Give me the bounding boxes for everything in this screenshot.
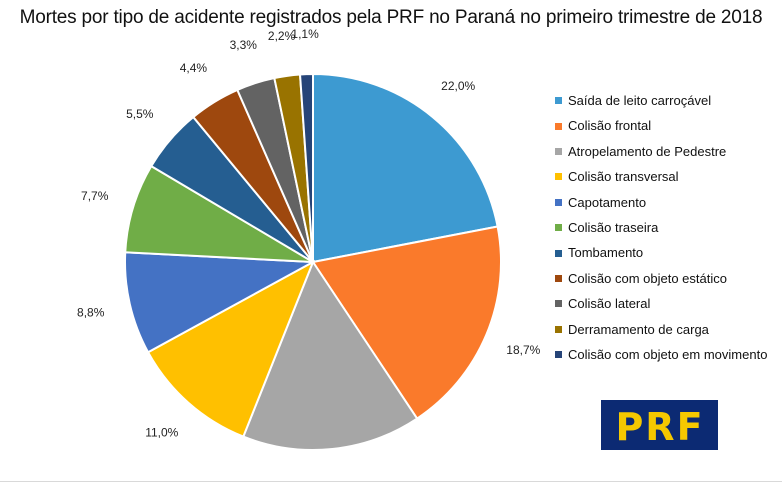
- legend-item-tombamento: Tombamento: [555, 240, 780, 265]
- legend-item-colisao-traseira: Colisão traseira: [555, 215, 780, 240]
- legend-swatch: [555, 173, 562, 181]
- legend-label: Colisão com objeto estático: [568, 270, 727, 286]
- data-label-colisao-com-objeto-em-movimento: 1,1%: [291, 27, 319, 41]
- legend-item-colisao-com-objeto-estatico: Colisão com objeto estático: [555, 266, 780, 291]
- legend-swatch: [555, 147, 562, 155]
- legend: Saída de leito carroçável Colisão frontal…: [555, 88, 780, 367]
- bottom-divider: [0, 481, 782, 482]
- data-label-saida-de-leito-carrocavel: 22,0%: [441, 79, 475, 93]
- pie-slice-colisao-transversal: [146, 259, 315, 438]
- legend-item-atropelamento-de-pedestre: Atropelamento de Pedestre: [555, 139, 780, 164]
- data-label-colisao-traseira: 7,7%: [81, 189, 109, 203]
- legend-label: Saída de leito carroçável: [568, 93, 712, 108]
- legend-item-colisao-transversal: Colisão transversal: [555, 164, 780, 189]
- prf-logo-text: PRF: [615, 405, 704, 447]
- legend-swatch: [555, 122, 562, 130]
- legend-label: Colisão frontal: [568, 118, 652, 134]
- legend-item-colisao-com-objeto-em-movimento: Colisão com objeto em movimento: [555, 342, 780, 367]
- legend-swatch: [555, 224, 562, 232]
- data-label-capotamento: 8,8%: [77, 306, 105, 320]
- prf-logo-mark: PRF: [615, 405, 704, 447]
- legend-item-derramamento-de-carga: Derramamento de carga: [555, 317, 780, 342]
- legend-label: Colisão lateral: [568, 296, 651, 312]
- legend-swatch: [555, 351, 562, 359]
- legend-swatch: [555, 325, 562, 333]
- legend-label: Colisão com objeto em movimento: [568, 346, 768, 362]
- legend-swatch: [555, 97, 562, 105]
- data-label-colisao-lateral: 3,3%: [230, 38, 258, 52]
- legend-swatch: [555, 198, 562, 206]
- data-label-tombamento: 5,5%: [126, 107, 154, 121]
- prf-logo: PRF: [601, 400, 718, 450]
- legend-label: Colisão traseira: [568, 219, 659, 235]
- legend-label: Capotamento: [568, 194, 647, 210]
- legend-label: Tombamento: [568, 245, 644, 261]
- legend-swatch: [555, 274, 562, 282]
- data-label-colisao-com-objeto-estatico: 4,4%: [180, 61, 208, 75]
- legend-item-colisao-lateral: Colisão lateral: [555, 291, 780, 316]
- legend-swatch: [555, 300, 562, 308]
- legend-item-colisao-frontal: Colisão frontal: [555, 113, 780, 138]
- pie-slice-colisao-com-objeto-em-movimento: [298, 72, 314, 263]
- legend-item-saida-de-leito-carrocavel: Saída de leito carroçável: [555, 88, 780, 113]
- legend-label: Derramamento de carga: [568, 321, 709, 337]
- legend-item-capotamento: Capotamento: [555, 190, 780, 215]
- pie-slice-colisao-frontal: [311, 225, 502, 420]
- chart-title: Mortes por tipo de acidente registrados …: [19, 7, 763, 28]
- pie-slice-saida-de-leito-carrocavel: [312, 72, 499, 264]
- data-label-colisao-frontal: 18,7%: [506, 343, 540, 357]
- legend-label: Atropelamento de Pedestre: [568, 143, 727, 159]
- legend-swatch: [555, 249, 562, 257]
- data-label-derramamento-de-carga: 2,2%: [268, 29, 296, 43]
- legend-label: Colisão transversal: [568, 169, 679, 185]
- pie-slice-capotamento: [124, 251, 317, 354]
- data-label-atropelamento-de-pedestre: 15,4%: [320, 482, 354, 483]
- data-label-colisao-transversal: 11,0%: [145, 426, 178, 440]
- pie-slice-atropelamento-de-pedestre: [242, 259, 419, 451]
